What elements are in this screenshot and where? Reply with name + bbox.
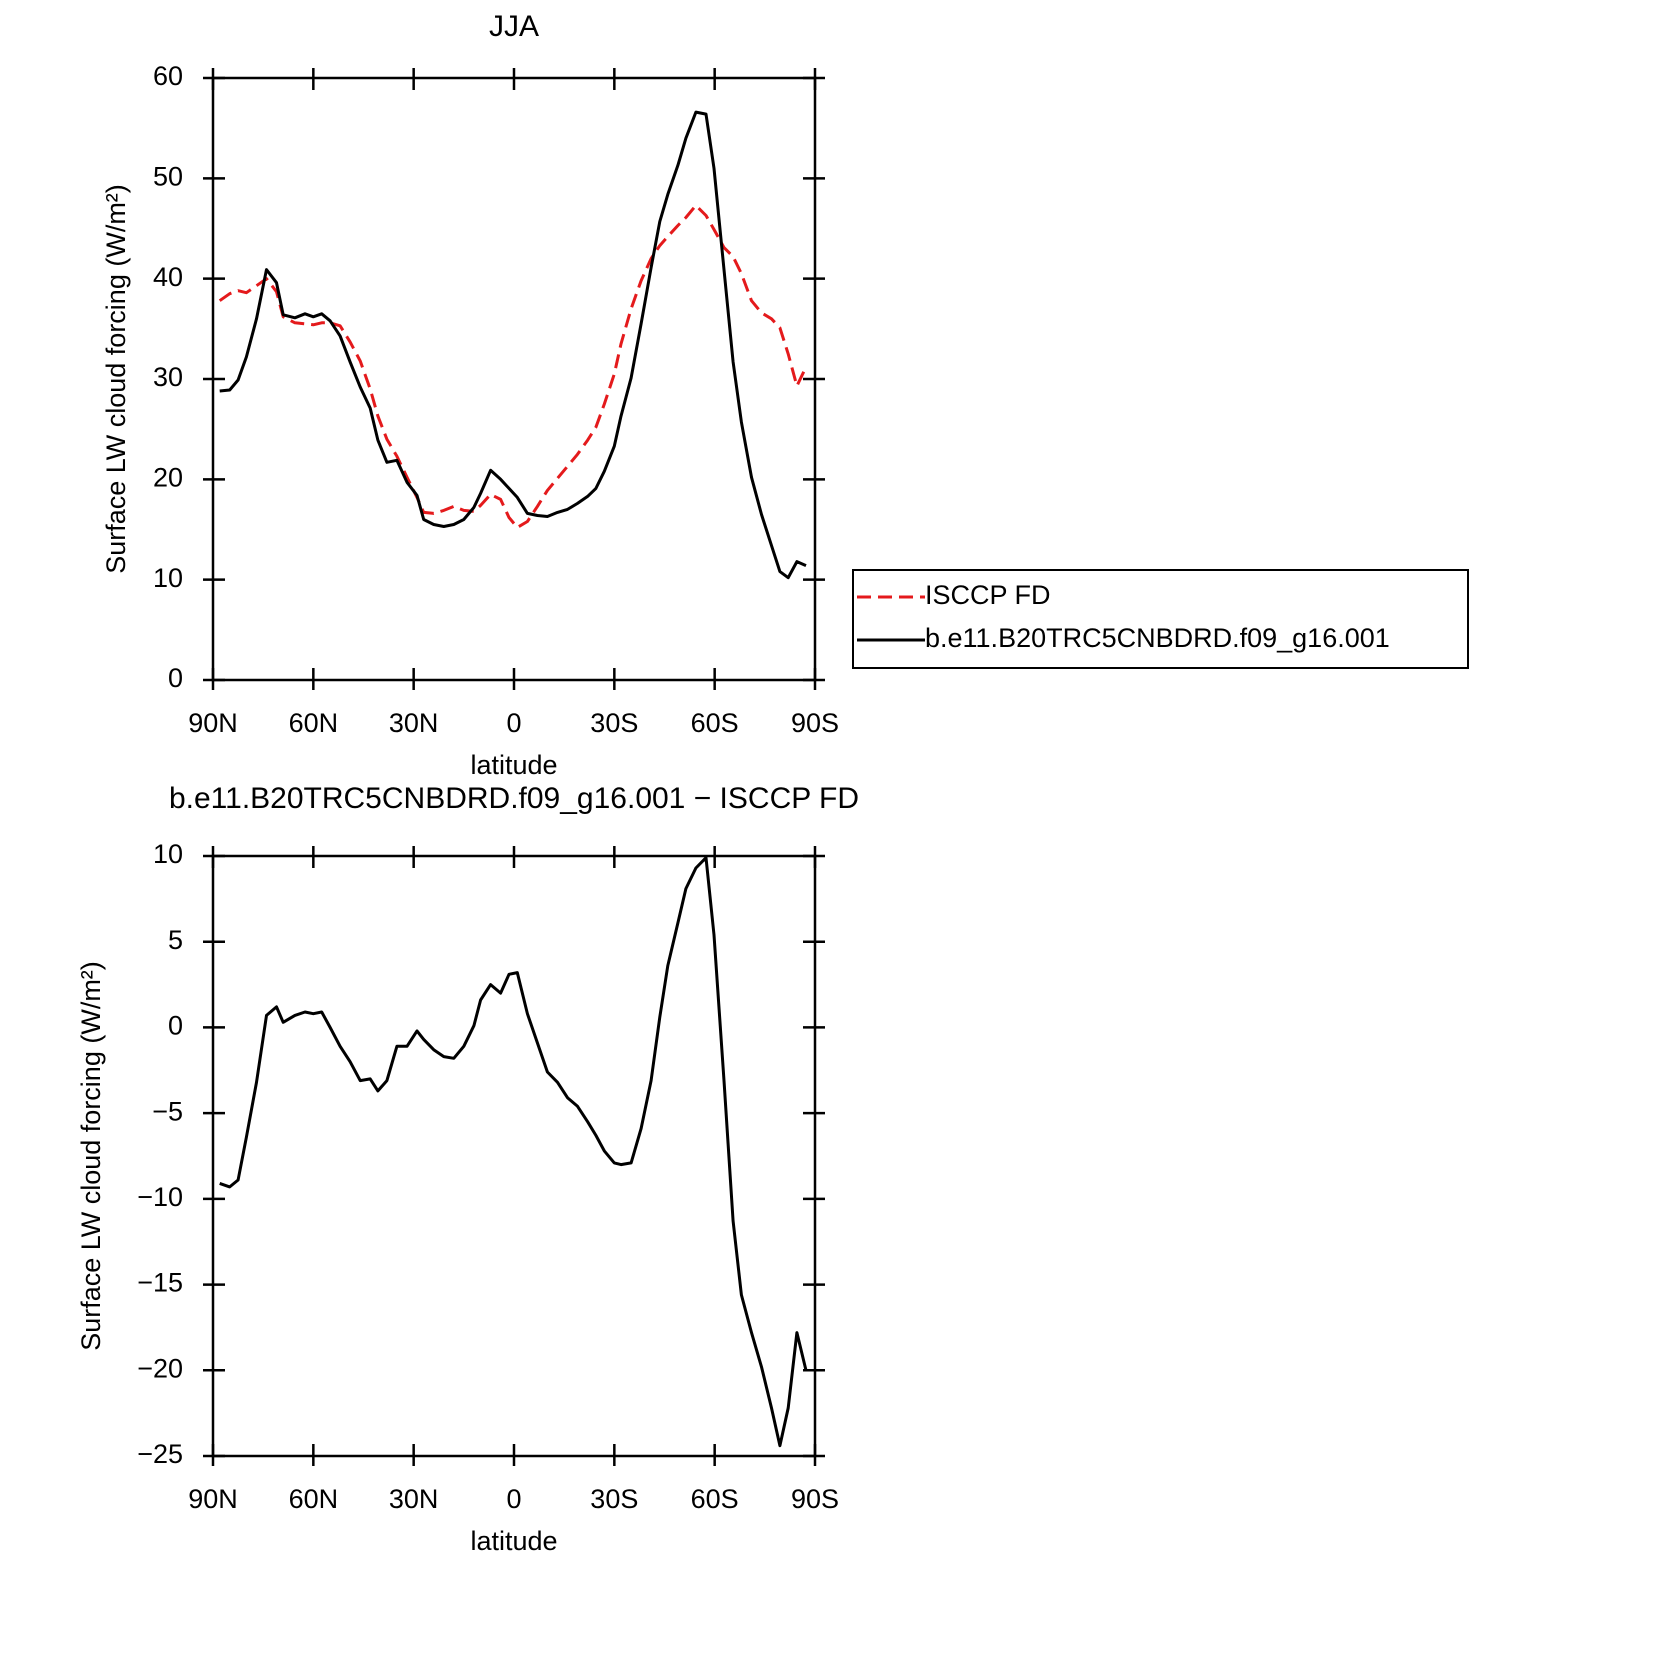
y-tick-label: 50	[153, 161, 183, 191]
legend-box	[852, 569, 1469, 669]
x-tick-label: 60S	[691, 1484, 739, 1514]
y-tick-label: 20	[153, 462, 183, 492]
x-tick-label: 30N	[389, 1484, 439, 1514]
x-tick-label: 90N	[188, 1484, 238, 1514]
y-tick-label: 0	[168, 1011, 183, 1041]
y-tick-label: −25	[137, 1439, 183, 1469]
x-tick-label: 30S	[590, 1484, 638, 1514]
x-tick-label: 60N	[289, 1484, 339, 1514]
y-tick-label: 60	[153, 61, 183, 91]
chart-panel: JJA latitude Surface LW cloud forcing (W/m…	[101, 10, 1469, 780]
x-tick-label: 30S	[590, 708, 638, 738]
data-line	[219, 856, 808, 1448]
y-tick-label: 5	[168, 925, 183, 955]
y-tick-label: −15	[137, 1268, 183, 1298]
y-tick-label: 40	[153, 262, 183, 292]
x-tick-label: 0	[506, 708, 521, 738]
chart-panel: b.e11.B20TRC5CNBDRD.f09_g16.001 − ISCCP …	[76, 782, 859, 1556]
chart-title: JJA	[489, 10, 539, 43]
x-tick-label: 30N	[389, 708, 439, 738]
x-tick-label: 60S	[691, 708, 739, 738]
chart-title: b.e11.B20TRC5CNBDRD.f09_g16.001 − ISCCP …	[169, 782, 859, 815]
y-tick-label: −20	[137, 1353, 183, 1383]
legend-label: ISCCP FD	[925, 580, 1051, 610]
x-axis-label: latitude	[470, 1526, 557, 1556]
y-axis-label: Surface LW cloud forcing (W/m²)	[76, 961, 106, 1351]
data-line	[219, 110, 807, 580]
data-line	[218, 203, 808, 529]
x-axis-label: latitude	[470, 750, 557, 780]
x-tick-label: 90S	[791, 708, 839, 738]
x-tick-label: 0	[506, 1484, 521, 1514]
x-tick-label: 90S	[791, 1484, 839, 1514]
legend-label: b.e11.B20TRC5CNBDRD.f09_g16.001	[925, 623, 1390, 653]
y-tick-label: 30	[153, 362, 183, 392]
y-tick-label: −5	[152, 1096, 183, 1126]
y-tick-label: −10	[137, 1182, 183, 1212]
x-tick-label: 60N	[289, 708, 339, 738]
y-tick-label: 10	[153, 839, 183, 869]
plot-frame	[211, 76, 817, 682]
y-tick-label: 10	[153, 563, 183, 593]
plot-frame	[211, 854, 817, 1458]
y-tick-label: 0	[168, 663, 183, 693]
y-axis-label: Surface LW cloud forcing (W/m²)	[101, 184, 131, 574]
x-tick-label: 90N	[188, 708, 238, 738]
